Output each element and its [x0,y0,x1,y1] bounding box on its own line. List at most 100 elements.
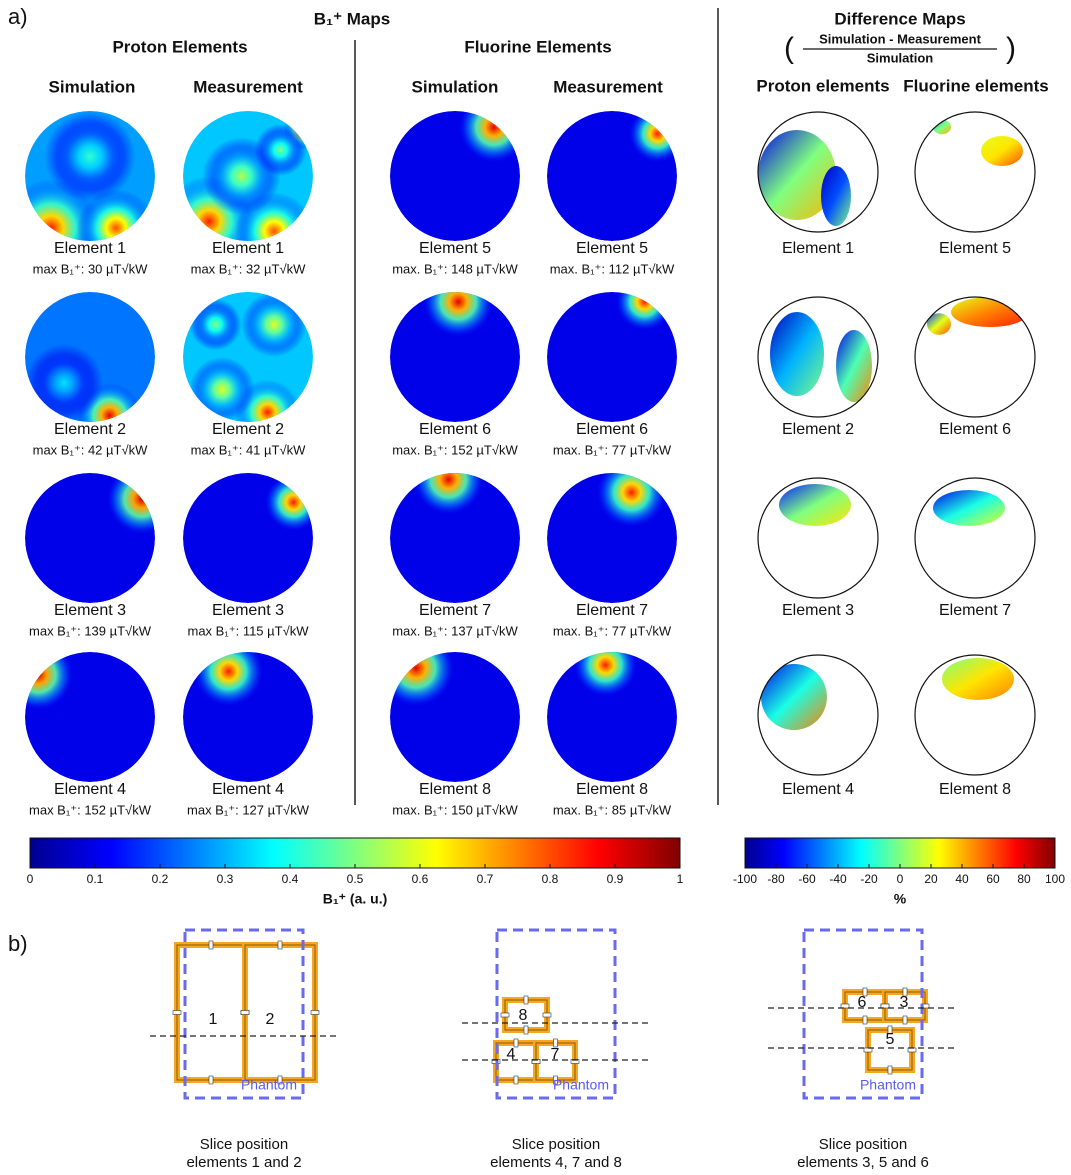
column-header: Fluorine elements [903,76,1048,95]
phantom-label: Phantom [860,1077,916,1093]
map-label: Element 2 [54,421,126,438]
map-caption: max. B₁⁺: 152 µT√kW [392,442,518,457]
colorbar [745,838,1055,868]
map-label: Element 5 [419,240,491,257]
column-header: Proton elements [756,76,889,95]
capacitor-gap [501,1013,509,1017]
map-label: Element 2 [212,421,284,438]
colorbar-tick-label: -20 [860,872,878,886]
colorbar-tick-label: 0.9 [607,872,624,886]
diagram-caption: Slice position [819,1136,907,1153]
capacitor-gap [311,1011,319,1015]
colorbar-tick-label: 0 [897,872,904,886]
panel-label: b) [8,931,28,956]
map-label: Element 8 [419,781,491,798]
element-number: 4 [507,1046,516,1063]
phantom-label: Phantom [241,1077,297,1093]
figure: a) B₁⁺ Maps Difference Maps ( ) Simulati… [0,0,1071,1175]
column-header: Simulation [49,77,136,96]
map-label: Element 5 [939,240,1011,257]
map-label: Element 7 [939,602,1011,619]
capacitor-gap [524,1026,528,1034]
map-caption: max B₁⁺: 139 µT√kW [29,623,152,638]
column-header: Measurement [193,77,303,96]
colorbar-tick-label: 0.7 [477,872,494,886]
colorbar-label: B₁⁺ (a. u.) [323,891,388,907]
colorbar-tick-label: 20 [924,872,938,886]
map-caption: max B₁⁺: 152 µT√kW [29,802,152,817]
map-caption: max. B₁⁺: 137 µT√kW [392,623,518,638]
colorbar-tick-label: 0.8 [542,872,559,886]
capacitor-gap [514,1076,518,1084]
colorbar-tick-label: -60 [798,872,816,886]
column-header: Measurement [553,77,663,96]
map-label: Element 4 [54,781,126,798]
colorbar-tick-label: 0.5 [347,872,364,886]
colorbar-label: % [894,891,907,907]
map-caption: max. B₁⁺: 150 µT√kW [392,802,518,817]
element-number: 6 [858,994,867,1011]
capacitor-gap [209,1076,213,1084]
capacitor-gap [543,1013,551,1017]
formula-denominator: Simulation [867,50,934,65]
map-label: Element 3 [54,602,126,619]
map-label: Element 6 [419,421,491,438]
colorbar-tick-label: 40 [955,872,969,886]
map-label: Element 6 [939,421,1011,438]
map-caption: max B₁⁺: 115 µT√kW [188,623,310,638]
element-number: 7 [551,1046,560,1063]
diagram-caption: Slice position [200,1136,288,1153]
group-title: Fluorine Elements [464,37,611,56]
element-number: 8 [519,1007,528,1024]
colorbar-tick-label: 1 [677,872,684,886]
difference-map [758,478,878,598]
difference-map [915,112,1035,232]
capacitor-gap [903,1016,907,1024]
paren: ) [1006,32,1016,65]
capacitor-gap [888,1066,892,1074]
colorbar-tick-label: 0.6 [412,872,429,886]
map-label: Element 1 [54,240,126,257]
diagram-caption: Slice position [512,1136,600,1153]
map-label: Element 1 [782,240,854,257]
capacitor-gap [209,941,213,949]
difference-map [758,112,878,232]
difference-map [758,297,878,417]
colorbar-tick-label: -100 [733,872,757,886]
element-number: 5 [886,1031,895,1048]
phantom-label: Phantom [553,1077,609,1093]
capacitor-gap [863,1016,867,1024]
map-label: Element 8 [576,781,648,798]
diff-title: Difference Maps [834,9,965,28]
colorbar-tick-label: 0.1 [87,872,104,886]
colorbar-tick-label: 0 [27,872,34,886]
colorbar-tick-label: 0.3 [217,872,234,886]
map-label: Element 1 [212,240,284,257]
colorbar [30,838,680,868]
map-caption: max B₁⁺: 32 µT√kW [191,261,306,276]
difference-map [915,297,1035,417]
colorbar-tick-label: 80 [1017,872,1031,886]
map-caption: max. B₁⁺: 77 µT√kW [553,623,672,638]
map-caption: max. B₁⁺: 85 µT√kW [553,802,672,817]
map-caption: max. B₁⁺: 148 µT√kW [392,261,518,276]
difference-map [915,478,1035,598]
element-number: 1 [209,1011,218,1028]
column-header: Simulation [412,77,499,96]
paren: ( [784,32,794,65]
capacitor-gap [241,1011,249,1015]
map-label: Element 7 [576,602,648,619]
map-label: Element 6 [576,421,648,438]
map-label: Element 7 [419,602,491,619]
colorbar-tick-label: -40 [829,872,847,886]
b1-title: B₁⁺ Maps [314,9,390,28]
map-caption: max B₁⁺: 30 µT√kW [33,261,148,276]
map-caption: max B₁⁺: 41 µT√kW [191,442,306,457]
map-label: Element 4 [782,781,854,798]
diagram-caption: elements 3, 5 and 6 [797,1154,929,1171]
map-caption: max. B₁⁺: 77 µT√kW [553,442,672,457]
map-label: Element 3 [212,602,284,619]
map-caption: max B₁⁺: 42 µT√kW [33,442,148,457]
map-label: Element 3 [782,602,854,619]
map-label: Element 2 [782,421,854,438]
